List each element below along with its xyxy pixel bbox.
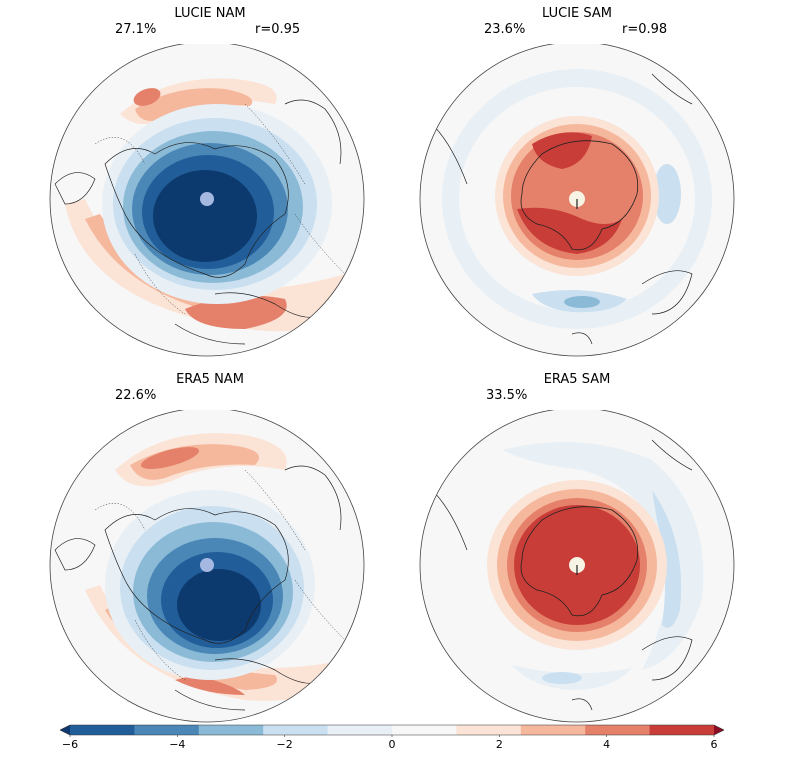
polar-map-nam bbox=[49, 410, 365, 723]
colorbar-extend-high bbox=[714, 725, 724, 735]
colorbar-segment bbox=[392, 725, 457, 735]
colorbar-tick-label: −6 bbox=[61, 738, 79, 751]
panel-lucie-nam: LUCIE NAM 27.1% r=0.95 bbox=[45, 6, 375, 357]
variance-label: 33.5% bbox=[486, 388, 528, 403]
colorbar-segment bbox=[456, 725, 522, 735]
panel-era5-sam: ERA5 SAM 33.5% bbox=[412, 372, 742, 723]
panel-title: LUCIE SAM bbox=[542, 6, 612, 21]
colorbar-segment bbox=[520, 725, 586, 735]
panel-title: LUCIE NAM bbox=[174, 6, 246, 21]
colorbar-segment bbox=[198, 725, 264, 735]
variance-label: 23.6% bbox=[484, 22, 526, 37]
panel-title: ERA5 NAM bbox=[176, 372, 244, 387]
polar-map-sam bbox=[419, 410, 735, 723]
colorbar-tick-label: 2 bbox=[495, 738, 503, 751]
colorbar-scale bbox=[59, 724, 725, 738]
correlation-label: r=0.98 bbox=[622, 22, 668, 37]
colorbar-segment bbox=[70, 725, 135, 735]
correlation-label: r=0.95 bbox=[255, 22, 301, 37]
panel-era5-nam: ERA5 NAM 22.6% bbox=[45, 372, 375, 723]
panel-lucie-sam: LUCIE SAM 23.6% r=0.98 bbox=[412, 6, 742, 357]
polar-map-sam bbox=[419, 44, 735, 357]
colorbar-extend-low bbox=[60, 725, 70, 735]
colorbar-tick-label: 4 bbox=[603, 738, 611, 751]
colorbar-tick-label: 0 bbox=[388, 738, 396, 751]
colorbar-segment bbox=[134, 725, 200, 735]
colorbar-segment bbox=[585, 725, 651, 735]
panel-title: ERA5 SAM bbox=[543, 372, 611, 387]
colorbar-segment bbox=[263, 725, 329, 735]
colorbar-segment bbox=[327, 725, 393, 735]
variance-label: 27.1% bbox=[115, 22, 157, 37]
colorbar-tick-label: −2 bbox=[276, 738, 293, 751]
colorbar-tick-label: −4 bbox=[169, 738, 186, 751]
polar-map-nam bbox=[49, 44, 365, 357]
variance-label: 22.6% bbox=[115, 388, 157, 403]
colorbar-tick-label: 6 bbox=[710, 738, 718, 751]
colorbar-segment bbox=[649, 725, 715, 735]
colorbar: −6 −4 −2 0 2 4 6 bbox=[59, 722, 725, 762]
